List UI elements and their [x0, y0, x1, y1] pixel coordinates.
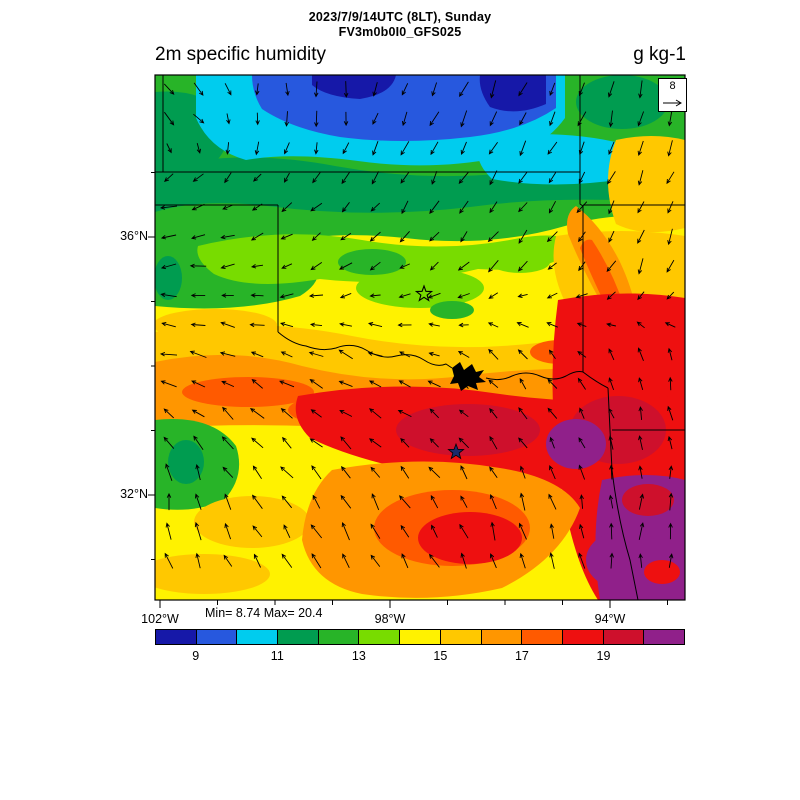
lon-axis-label: 94°W — [594, 612, 626, 626]
minmax-label: Min= 8.74 Max= 20.4 — [205, 606, 323, 620]
colorbar-tick-label: 19 — [596, 649, 611, 663]
lon-axis-label: 98°W — [374, 612, 406, 626]
colorbar-segment — [359, 630, 401, 644]
colorbar — [155, 629, 685, 645]
header-model-name: FV3m0b0I0_GFS025 — [338, 25, 462, 39]
colorbar-segment — [400, 630, 441, 644]
units-label: g kg-1 — [633, 44, 686, 65]
colorbar-tick-label: 17 — [514, 649, 529, 663]
colorbar-segment — [278, 630, 319, 644]
reference-vector-value: 8 — [669, 80, 676, 92]
lat-axis-label: 36°N — [120, 229, 148, 243]
plot-title: 2m specific humidity — [155, 44, 327, 65]
reference-vector-arrow — [662, 99, 682, 107]
colorbar-tick-label: 13 — [351, 649, 366, 663]
header-datetime: 2023/7/9/14UTC (8LT), Sunday — [308, 10, 492, 24]
colorbar-tick-label: 11 — [270, 649, 284, 663]
reference-vector-box: 8 — [658, 78, 687, 112]
lake-texoma — [450, 362, 486, 391]
colorbar-segment — [522, 630, 563, 644]
colorbar-segment — [196, 630, 238, 644]
state-borders — [155, 75, 685, 600]
star-marker-lower — [447, 442, 465, 460]
colorbar-segment — [644, 630, 684, 644]
colorbar-segment — [562, 630, 604, 644]
wind-arrow-glyphs — [159, 80, 676, 569]
humidity-map — [148, 74, 686, 608]
colorbar-segment — [481, 630, 523, 644]
colorbar-segment — [318, 630, 360, 644]
colorbar-segment — [440, 630, 482, 644]
colorbar-segment — [603, 630, 645, 644]
map-frame — [154, 74, 686, 601]
colorbar-segment — [237, 630, 279, 644]
colorbar-tick-label: 9 — [192, 649, 200, 663]
star-marker-upper — [414, 284, 434, 302]
axis-ticks — [148, 172, 668, 608]
colorbar-segment — [156, 630, 197, 644]
colorbar-tick-label: 15 — [433, 649, 448, 663]
humidity-field — [155, 75, 685, 600]
lat-axis-label: 32°N — [120, 487, 148, 501]
lon-axis-label: 102°W — [141, 612, 179, 626]
wind-arrows — [159, 80, 676, 569]
